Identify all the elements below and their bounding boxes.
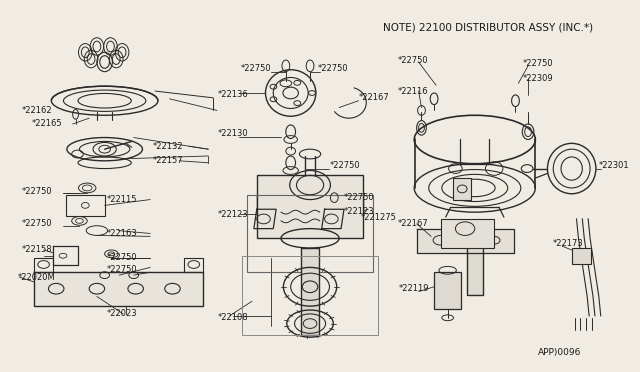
Text: *22750: *22750 xyxy=(318,64,348,73)
Text: *22173: *22173 xyxy=(552,239,583,248)
Text: *22136: *22136 xyxy=(218,90,249,99)
Text: *22123: *22123 xyxy=(344,207,374,216)
Bar xyxy=(434,272,461,309)
Polygon shape xyxy=(417,229,513,253)
Text: APP)0096: APP)0096 xyxy=(538,348,581,357)
Text: *22132: *22132 xyxy=(153,142,184,151)
Text: *22750: *22750 xyxy=(344,193,374,202)
Text: *22750: *22750 xyxy=(107,265,137,274)
Text: *22162: *22162 xyxy=(21,106,52,115)
Bar xyxy=(454,178,471,199)
Text: *22165: *22165 xyxy=(32,119,63,128)
Text: *22115: *22115 xyxy=(107,195,137,204)
Bar xyxy=(301,248,319,335)
Bar xyxy=(66,195,105,216)
Text: *22167: *22167 xyxy=(358,93,389,102)
Bar xyxy=(572,248,591,263)
Text: *22750: *22750 xyxy=(240,64,271,73)
Text: *22750: *22750 xyxy=(397,55,428,64)
Text: *22119: *22119 xyxy=(399,284,429,293)
Text: *22108: *22108 xyxy=(218,313,248,322)
Bar xyxy=(257,175,364,238)
Text: *22750: *22750 xyxy=(330,161,360,170)
Bar xyxy=(441,219,494,248)
Text: *22023: *22023 xyxy=(107,310,137,318)
Text: *22750: *22750 xyxy=(21,187,52,196)
Text: *22116: *22116 xyxy=(397,87,428,96)
Text: *221275: *221275 xyxy=(360,212,396,221)
Text: *22301: *22301 xyxy=(599,161,629,170)
Text: *22750: *22750 xyxy=(524,60,554,68)
Text: *22158: *22158 xyxy=(21,246,52,254)
Text: *22309: *22309 xyxy=(524,74,554,83)
Bar xyxy=(242,256,378,335)
Text: *22167: *22167 xyxy=(397,219,428,228)
Text: *22020M: *22020M xyxy=(17,273,55,282)
Text: NOTE) 22100 DISTRIBUTOR ASSY (INC.*): NOTE) 22100 DISTRIBUTOR ASSY (INC.*) xyxy=(383,22,593,32)
Polygon shape xyxy=(34,272,204,306)
Bar xyxy=(247,195,373,272)
Text: *22123: *22123 xyxy=(218,209,248,219)
Text: *22750: *22750 xyxy=(107,253,137,262)
Bar xyxy=(467,227,483,295)
Text: *22130: *22130 xyxy=(218,129,248,138)
Text: *22157: *22157 xyxy=(153,156,184,165)
Text: *22163: *22163 xyxy=(107,229,138,238)
Text: *22750: *22750 xyxy=(21,219,52,228)
